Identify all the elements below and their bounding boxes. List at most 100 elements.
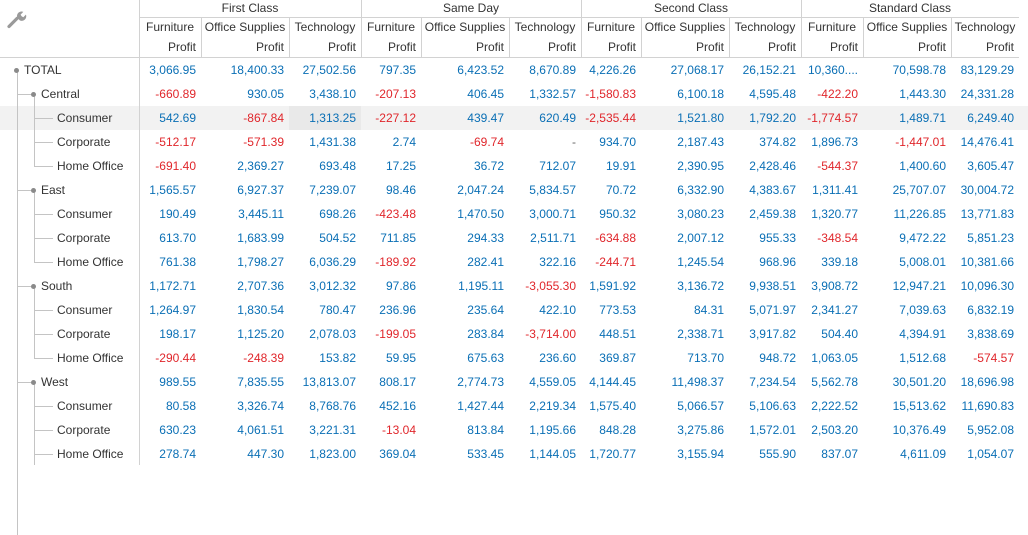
table-cell[interactable]: -1,774.57	[807, 111, 858, 125]
table-cell[interactable]: 5,562.78	[811, 375, 858, 389]
table-cell[interactable]: 630.23	[159, 423, 196, 437]
table-cell[interactable]: 1,311.41	[812, 183, 858, 197]
table-cell[interactable]: 968.96	[759, 255, 796, 269]
table-cell[interactable]: 10,381.66	[960, 255, 1014, 269]
table-cell[interactable]: 2,078.03	[309, 327, 356, 341]
table-cell[interactable]: 18,400.33	[230, 63, 284, 77]
table-cell[interactable]: 2,707.36	[237, 279, 284, 293]
table-cell[interactable]: 713.70	[687, 351, 724, 365]
table-cell[interactable]: 452.16	[379, 399, 416, 413]
column-measure-header[interactable]: Profit	[387, 40, 416, 54]
table-cell[interactable]: 11,690.83	[961, 399, 1015, 413]
row-header-label[interactable]: Central	[41, 87, 80, 101]
table-cell[interactable]: -544.37	[817, 159, 858, 173]
table-cell[interactable]: 17.25	[385, 159, 416, 173]
table-cell[interactable]: -189.92	[375, 255, 416, 269]
column-group-header[interactable]: Same Day	[442, 1, 500, 15]
column-category-header[interactable]: Office Supplies	[644, 20, 726, 34]
table-cell[interactable]: 30,501.20	[892, 375, 946, 389]
table-cell[interactable]: 4,061.51	[237, 423, 284, 437]
row-header-label[interactable]: Corporate	[57, 135, 111, 149]
table-cell[interactable]: 542.69	[159, 111, 196, 125]
row-header-label[interactable]: Consumer	[57, 399, 113, 413]
table-cell[interactable]: 7,835.55	[237, 375, 284, 389]
table-cell[interactable]: 339.18	[821, 255, 858, 269]
table-cell[interactable]: 6,249.40	[967, 111, 1014, 125]
table-cell[interactable]: 25,707.07	[892, 183, 946, 197]
table-cell[interactable]: 3,438.10	[309, 87, 356, 101]
table-cell[interactable]: 1,264.97	[149, 303, 196, 317]
table-cell[interactable]: 374.82	[759, 135, 796, 149]
table-cell[interactable]: 3,838.69	[967, 327, 1014, 341]
table-cell[interactable]: 59.95	[385, 351, 416, 365]
table-cell[interactable]: 1,683.99	[237, 231, 284, 245]
expand-toggle-icon[interactable]	[31, 284, 36, 289]
table-cell[interactable]: 675.63	[467, 351, 504, 365]
table-cell[interactable]: 369.04	[379, 447, 416, 461]
table-cell[interactable]: 80.58	[165, 399, 196, 413]
table-cell[interactable]: 447.30	[247, 447, 284, 461]
table-cell[interactable]: 989.55	[159, 375, 196, 389]
table-cell[interactable]: -571.39	[243, 135, 284, 149]
table-cell[interactable]: 4,559.05	[529, 375, 576, 389]
table-cell[interactable]: 1,792.20	[749, 111, 796, 125]
table-cell[interactable]: 950.32	[599, 207, 636, 221]
table-cell[interactable]: 3,917.82	[749, 327, 796, 341]
table-cell[interactable]: 1,443.30	[899, 87, 946, 101]
column-measure-header[interactable]: Profit	[917, 40, 946, 54]
row-header-label[interactable]: East	[41, 183, 66, 197]
table-cell[interactable]: 5,066.57	[677, 399, 724, 413]
table-cell[interactable]: 70.72	[605, 183, 636, 197]
table-cell[interactable]: 1,195.66	[529, 423, 576, 437]
table-cell[interactable]: -422.20	[817, 87, 858, 101]
table-cell[interactable]: 1,720.77	[589, 447, 636, 461]
column-category-header[interactable]: Technology	[734, 20, 796, 34]
table-cell[interactable]: 15,513.62	[892, 399, 946, 413]
column-measure-header[interactable]: Profit	[327, 40, 356, 54]
table-cell[interactable]: 948.72	[759, 351, 796, 365]
table-cell[interactable]: 9,472.22	[899, 231, 946, 245]
table-cell[interactable]: 2,774.73	[457, 375, 504, 389]
table-cell[interactable]: 5,106.63	[749, 399, 796, 413]
table-cell[interactable]: 934.70	[599, 135, 636, 149]
table-cell[interactable]: 24,331.28	[960, 87, 1014, 101]
expand-toggle-icon[interactable]	[31, 380, 36, 385]
table-cell[interactable]: -574.57	[973, 351, 1014, 365]
table-cell[interactable]: 13,813.07	[302, 375, 356, 389]
table-cell[interactable]: 1,830.54	[237, 303, 284, 317]
table-cell[interactable]: -1,580.83	[585, 87, 636, 101]
table-cell[interactable]: 797.35	[379, 63, 416, 77]
table-cell[interactable]: 6,100.18	[677, 87, 724, 101]
table-cell[interactable]: 620.49	[539, 111, 576, 125]
table-cell[interactable]: 2,222.52	[811, 399, 858, 413]
row-header-label[interactable]: Home Office	[57, 447, 124, 461]
table-cell[interactable]: -867.84	[243, 111, 284, 125]
table-cell[interactable]: 198.17	[159, 327, 196, 341]
table-cell[interactable]: 3,221.31	[309, 423, 356, 437]
column-group-header[interactable]: Standard Class	[868, 1, 952, 15]
table-cell[interactable]: 369.87	[599, 351, 636, 365]
table-cell[interactable]: 2,187.43	[677, 135, 724, 149]
table-cell[interactable]: 8,768.76	[309, 399, 356, 413]
table-cell[interactable]: 2.74	[392, 135, 416, 149]
table-cell[interactable]: 3,275.86	[677, 423, 724, 437]
table-cell[interactable]: 3,326.74	[237, 399, 284, 413]
table-cell[interactable]: -512.17	[155, 135, 196, 149]
table-cell[interactable]: 2,503.20	[811, 423, 858, 437]
table-cell[interactable]: 555.90	[759, 447, 796, 461]
table-cell[interactable]: 3,445.11	[238, 207, 284, 221]
row-header-label[interactable]: Consumer	[57, 303, 113, 317]
table-cell[interactable]: 813.84	[467, 423, 504, 437]
table-cell[interactable]: 13,771.83	[960, 207, 1014, 221]
table-cell[interactable]: 1,320.77	[811, 207, 858, 221]
table-cell[interactable]: 1,470.50	[457, 207, 504, 221]
table-cell[interactable]: 1,572.01	[749, 423, 796, 437]
table-cell[interactable]: 761.38	[159, 255, 196, 269]
table-cell[interactable]: 1,195.11	[458, 279, 504, 293]
table-cell[interactable]: 1,400.60	[899, 159, 946, 173]
table-cell[interactable]: -3,714.00	[525, 327, 576, 341]
row-header-label[interactable]: West	[41, 375, 69, 389]
column-category-header[interactable]: Technology	[954, 20, 1016, 34]
table-cell[interactable]: 322.16	[539, 255, 576, 269]
column-measure-header[interactable]: Profit	[475, 40, 504, 54]
